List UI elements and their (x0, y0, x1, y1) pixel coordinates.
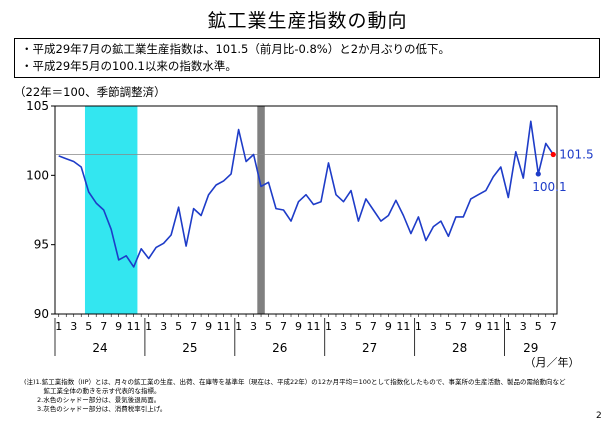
year-label: 24 (92, 341, 107, 355)
y-tick-label: 95 (34, 238, 49, 252)
recession-shade (84, 106, 138, 314)
month-tick-label: 9 (385, 320, 392, 333)
month-tick-label: 9 (115, 320, 122, 333)
tax-increase-shade (257, 106, 265, 314)
month-tick-label: 9 (295, 320, 302, 333)
footnote-2: 鉱工業全体の動きを示す代表的な指標。 (24, 387, 161, 395)
year-label: 26 (272, 341, 287, 355)
month-tick-label: 5 (175, 320, 182, 333)
latest-point (550, 151, 556, 158)
production-index-line (58, 120, 554, 268)
month-tick-label: 11 (127, 320, 141, 333)
month-tick-label: 11 (217, 320, 231, 333)
comparison-point (535, 171, 541, 177)
month-tick-label: 3 (160, 320, 167, 333)
year-label: 27 (362, 341, 377, 355)
month-tick-label: 1 (415, 320, 422, 333)
year-label: 25 (182, 341, 197, 355)
page-title: 鉱工業生産指数の動向 (207, 10, 408, 32)
footnote-1: (注)1.鉱工業指数（IIP）とは、月々の鉱工業の生産、出荷、在庫等を基準年（現… (24, 378, 566, 386)
month-tick-label: 1 (325, 320, 332, 333)
month-tick-label: 5 (445, 320, 452, 333)
summary-line-1: ・平成29年7月の鉱工業生産指数は、101.5（前月比-0.8%）と2か月ぶりの… (21, 42, 451, 56)
y-tick-label: 100 (26, 168, 49, 182)
page-number: 2 (596, 411, 602, 421)
month-tick-label: 1 (145, 320, 152, 333)
month-tick-label: 3 (430, 320, 437, 333)
month-tick-label: 3 (340, 320, 347, 333)
month-tick-label: 11 (306, 320, 320, 333)
month-tick-label: 1 (505, 320, 512, 333)
month-tick-label: 1 (55, 320, 62, 333)
month-tick-label: 11 (396, 320, 410, 333)
year-label: 28 (452, 341, 467, 355)
x-axis-unit-label: （月／年） (525, 355, 580, 369)
month-tick-label: 7 (190, 320, 197, 333)
month-tick-label: 3 (520, 320, 527, 333)
month-tick-label: 5 (535, 320, 542, 333)
month-tick-label: 7 (460, 320, 467, 333)
month-tick-label: 9 (205, 320, 212, 333)
y-axis-unit-label: （22年＝100、季節調整済） (14, 85, 166, 99)
month-tick-label: 5 (85, 320, 92, 333)
month-tick-label: 1 (235, 320, 242, 333)
footnotes: (注)1.鉱工業指数（IIP）とは、月々の鉱工業の生産、出荷、在庫等を基準年（現… (24, 378, 584, 414)
comparison-value-label: 100.1 (532, 180, 566, 194)
latest-value-label: 101.5 (559, 148, 593, 162)
y-tick-label: 105 (26, 99, 49, 113)
month-tick-label: 7 (370, 320, 377, 333)
summary-line-2: ・平成29年5月の100.1以来の指数水準。 (21, 59, 237, 73)
month-tick-label: 7 (550, 320, 557, 333)
y-tick-label: 90 (34, 307, 49, 321)
summary-box: ・平成29年7月の鉱工業生産指数は、101.5（前月比-0.8%）と2か月ぶりの… (14, 38, 600, 78)
footnote-3: 2.水色のシャドー部分は、景気後退局面。 (24, 396, 161, 404)
month-tick-label: 5 (265, 320, 272, 333)
month-tick-label: 3 (70, 320, 77, 333)
month-tick-label: 5 (355, 320, 362, 333)
month-tick-label: 3 (250, 320, 257, 333)
month-tick-label: 7 (100, 320, 107, 333)
month-tick-label: 11 (486, 320, 500, 333)
footnote-4: 3.灰色のシャドー部分は、消費税率引上げ。 (24, 405, 167, 413)
month-tick-label: 7 (280, 320, 287, 333)
year-label: 29 (523, 341, 538, 355)
month-tick-label: 9 (475, 320, 482, 333)
